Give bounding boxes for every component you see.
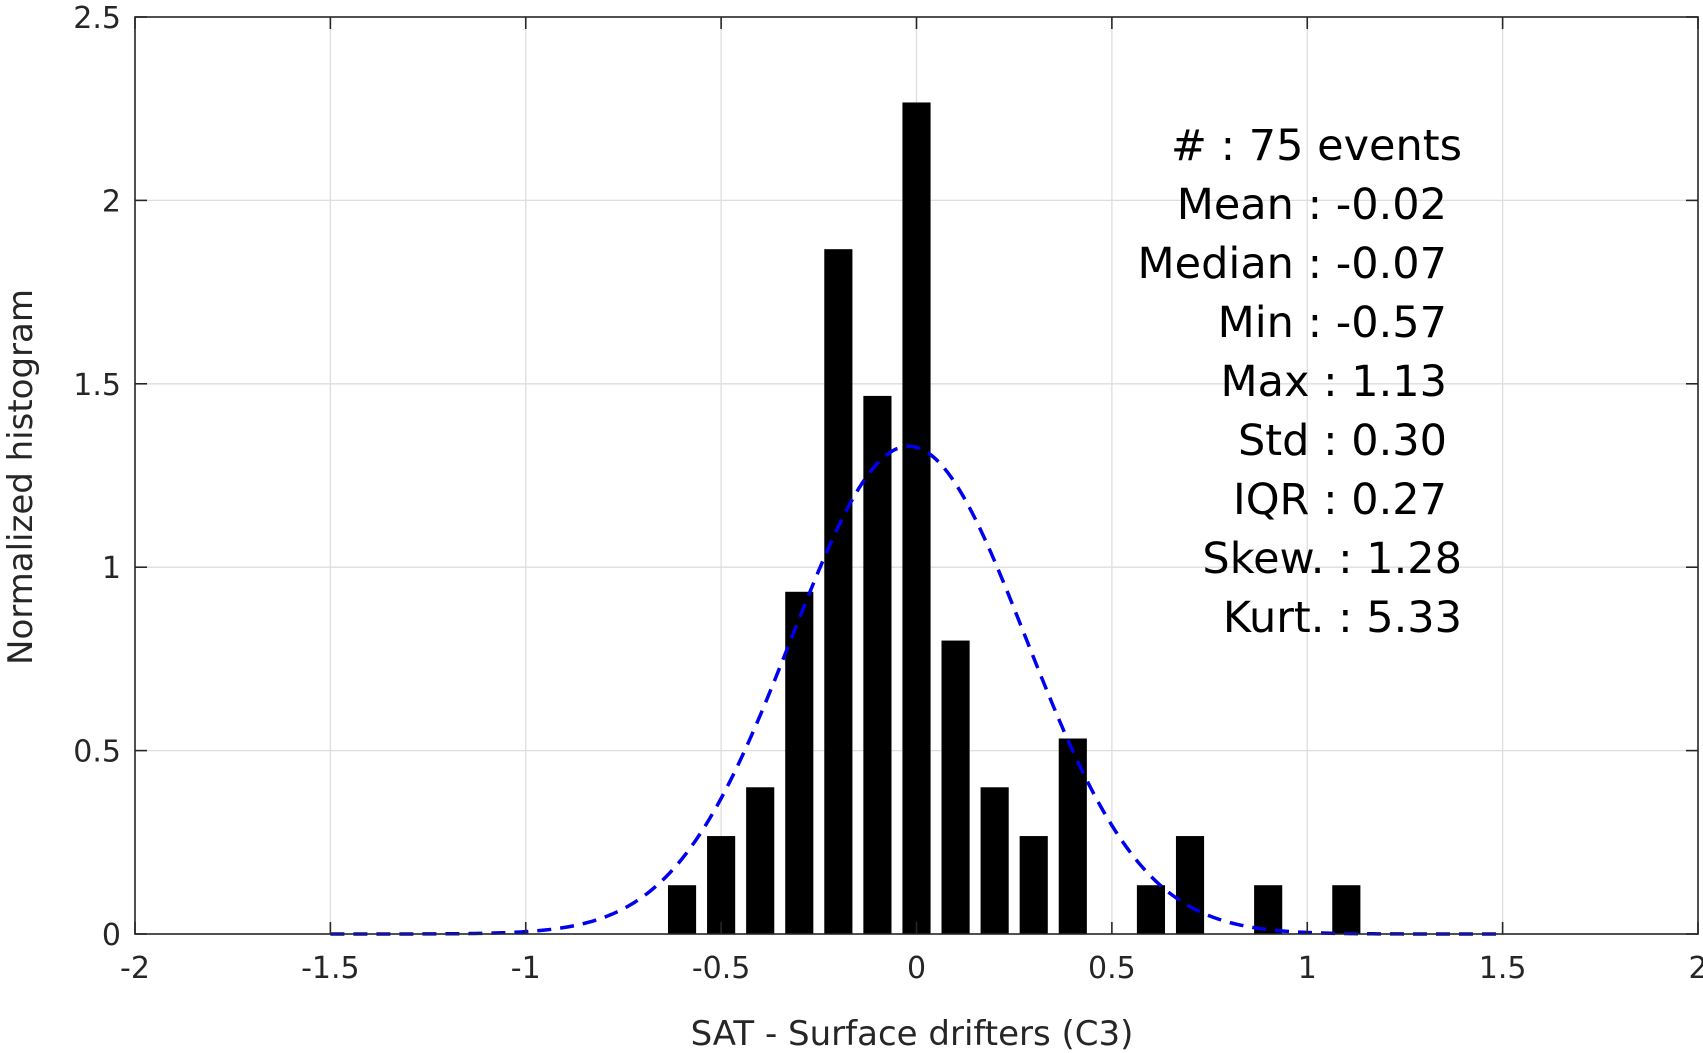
statistics-box: # : 75 events Mean : -0.02 Median : -0.07 M… <box>1138 121 1462 643</box>
x-tick-label: -2 <box>120 951 150 986</box>
histogram-bar <box>863 395 892 934</box>
x-tick-label: -1 <box>511 951 541 986</box>
x-tick-label: 2 <box>1688 951 1703 986</box>
histogram-bar <box>707 836 736 934</box>
y-tick-label: 1 <box>102 551 121 586</box>
stat-line: Median : -0.07 <box>1138 239 1447 289</box>
y-tick-label: 0 <box>102 918 121 953</box>
histogram-bar <box>1136 885 1166 934</box>
stat-line: # : 75 events <box>1171 121 1462 171</box>
stat-line: Mean : -0.02 <box>1177 180 1447 230</box>
stat-line: Max : 1.13 <box>1221 357 1447 407</box>
histogram-bar <box>1019 836 1048 934</box>
x-axis-label: SAT - Surface drifters (C3) <box>691 1014 1134 1053</box>
histogram-bar <box>980 787 1009 934</box>
histogram-bar <box>1332 885 1361 934</box>
histogram-bar <box>902 102 931 934</box>
stat-line: Std : 0.30 <box>1238 416 1447 466</box>
y-tick-labels: 0 0.5 1 1.5 2 2.5 <box>73 1 121 953</box>
histogram-bar <box>785 591 814 934</box>
histogram-bar <box>1254 885 1283 934</box>
histogram-bar <box>1175 836 1205 934</box>
histogram-bar <box>746 787 775 934</box>
x-tick-label: 0 <box>907 951 926 986</box>
histogram-bar <box>941 640 970 934</box>
histogram-bar <box>667 885 697 934</box>
histogram-bar <box>824 249 853 935</box>
y-tick-label: 2.5 <box>73 1 121 36</box>
stat-line: Kurt. : 5.33 <box>1223 593 1462 643</box>
histogram-bars <box>667 102 1361 935</box>
x-tick-label: -1.5 <box>301 951 360 986</box>
y-axis-label: Normalized histogram <box>1 289 41 665</box>
stat-line: Min : -0.57 <box>1218 298 1447 348</box>
x-tick-label: -0.5 <box>692 951 751 986</box>
stat-line: IQR : 0.27 <box>1233 475 1447 525</box>
x-tick-label: 1.5 <box>1479 951 1527 986</box>
y-tick-label: 1.5 <box>73 368 121 403</box>
y-tick-label: 0.5 <box>73 735 121 770</box>
x-tick-label: 1 <box>1298 951 1317 986</box>
x-tick-labels: -2 -1.5 -1 -0.5 0 0.5 1 1.5 2 <box>120 951 1703 986</box>
y-tick-label: 2 <box>102 184 121 219</box>
stat-line: Skew. : 1.28 <box>1202 534 1462 584</box>
x-tick-label: 0.5 <box>1088 951 1136 986</box>
axes-frame <box>134 16 1699 935</box>
